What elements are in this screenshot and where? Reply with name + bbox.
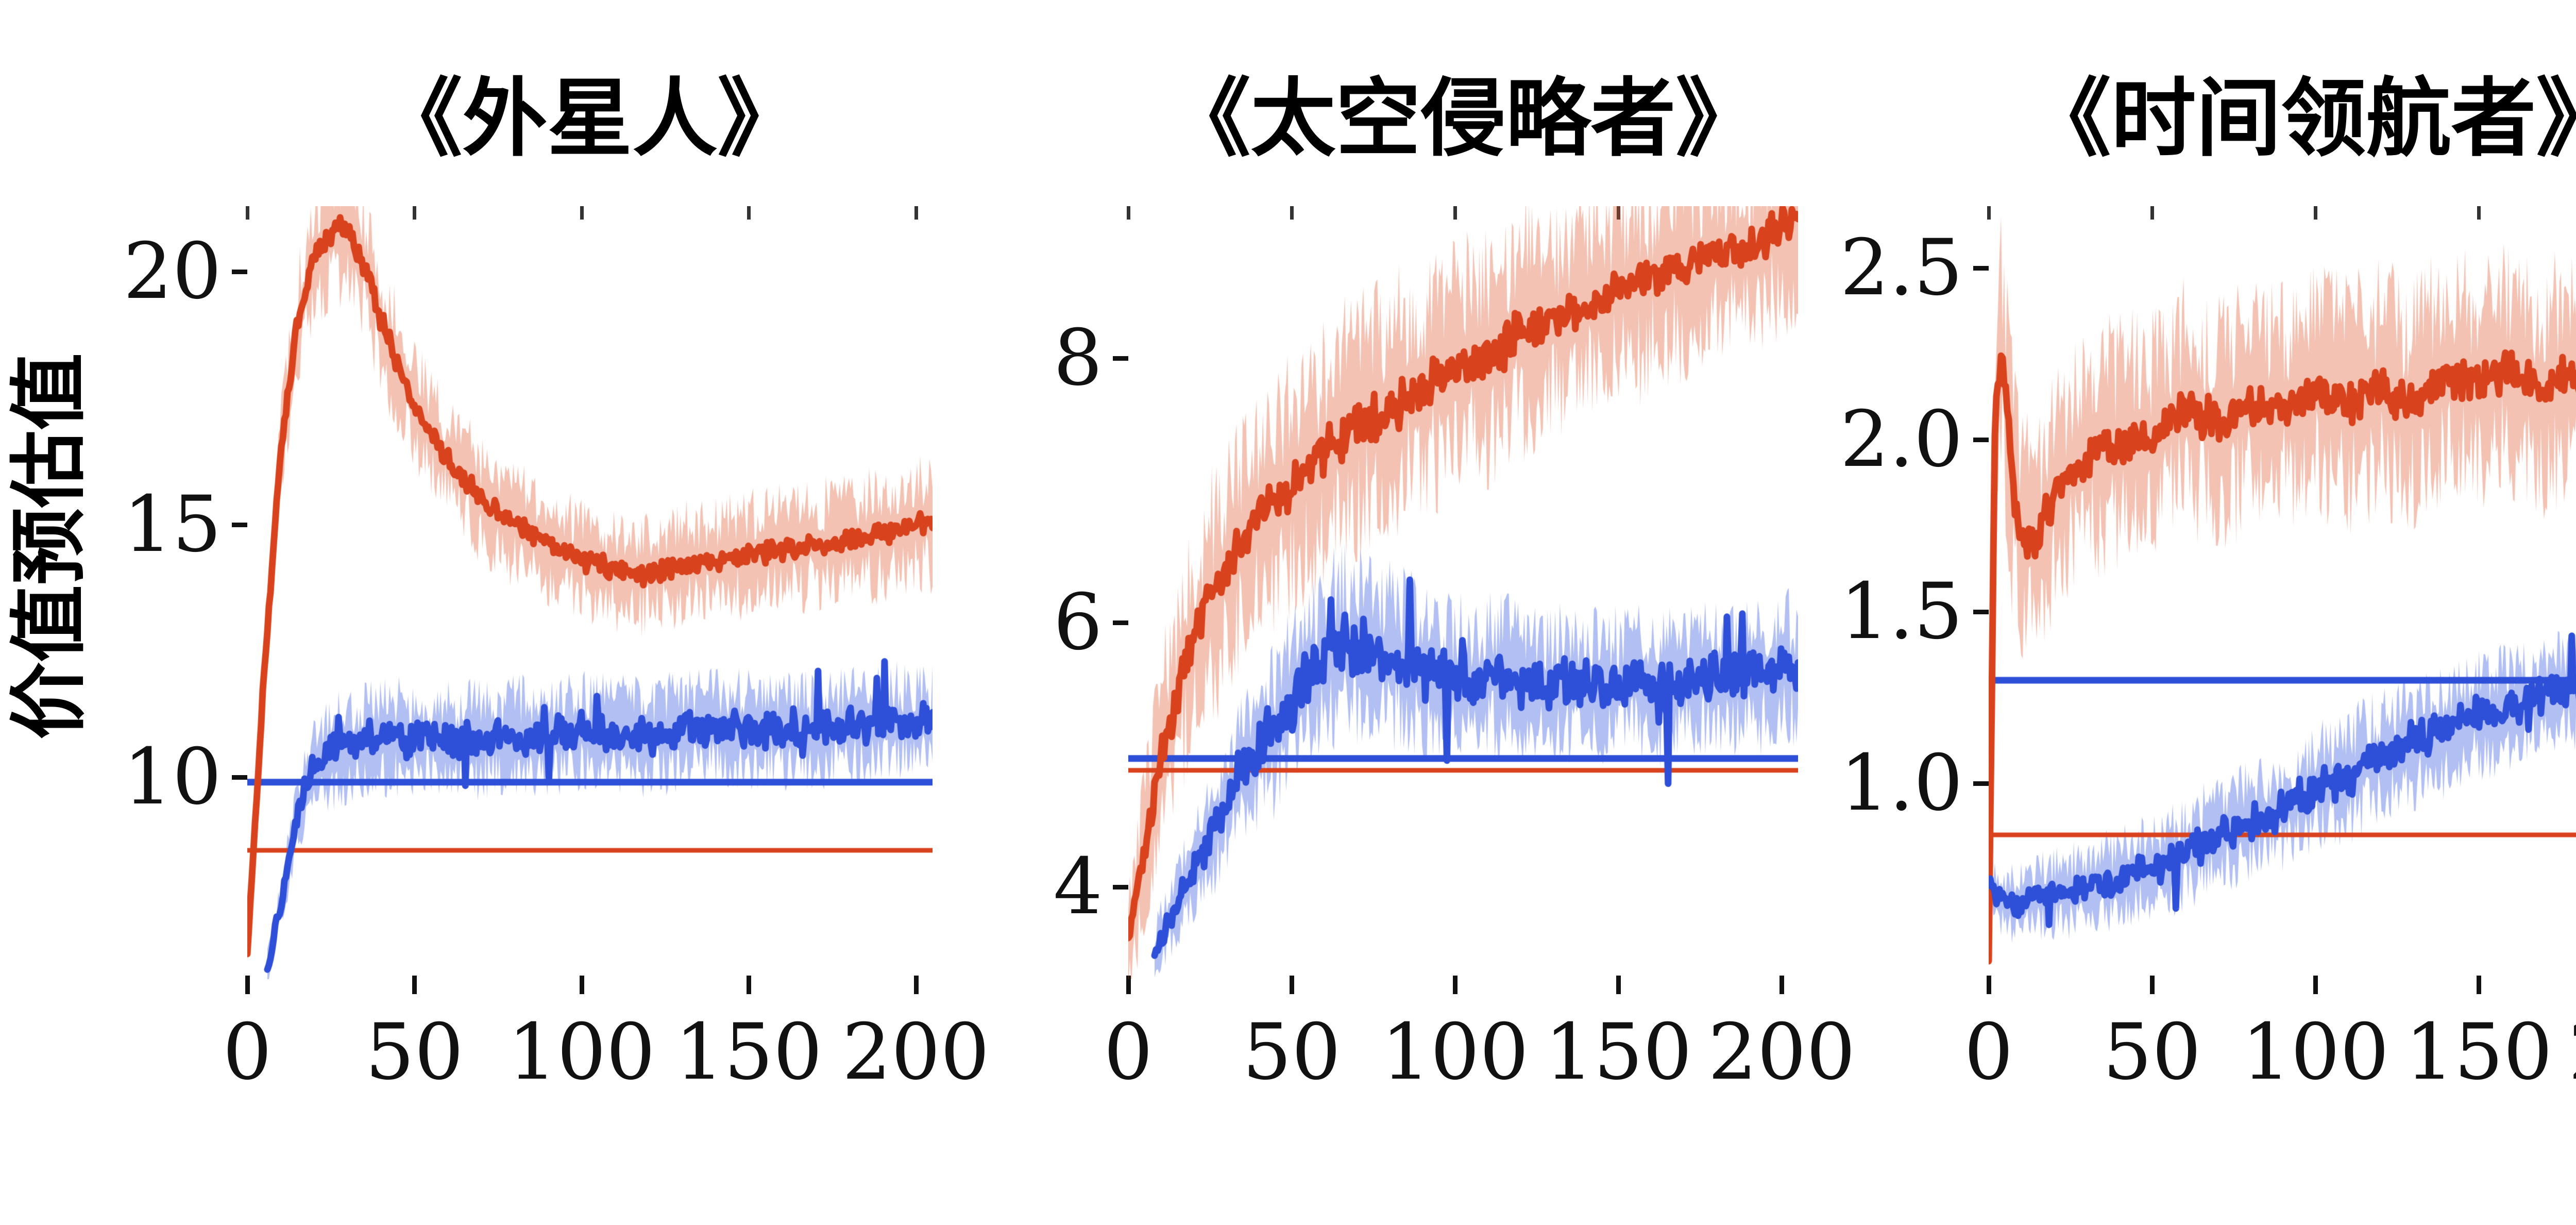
y-tick-label: 2.5 [1840,223,1963,313]
plot-canvas-2 [1989,206,2576,979]
plot-canvas-0 [247,206,933,979]
x-tick-mark [1780,976,1785,994]
y-tick-label: 1.5 [1840,566,1963,657]
y-tick-mark [232,775,247,780]
x-tick-mark [1126,976,1131,994]
y-tick-mark [1973,609,1989,614]
x-tick-mark [2150,976,2155,994]
x-tick-mark [579,976,584,994]
y-tick-mark [1973,266,1989,271]
y-tick-mark [1973,438,1989,443]
x-tick-mark [1616,976,1621,994]
x-tick-label: 150 [1545,1008,1692,1097]
x-tick-label: 200 [842,1008,990,1097]
x-tick-label: 200 [2539,1006,2576,1099]
x-tick-mark [1453,976,1458,994]
y-tick-label: 2.0 [1840,395,1963,485]
x-tick-mark [2477,976,2482,994]
y-tick-label: 1.0 [1840,739,1963,828]
y-tick-mark [232,522,247,527]
y-tick-mark [1113,884,1128,890]
x-tick-label: 0 [223,1008,272,1097]
panel-title: 《外星人》 [377,71,803,166]
x-tick-mark [245,976,250,994]
x-tick-label: 50 [1242,1008,1341,1097]
y-tick-label: 20 [123,227,222,317]
x-tick-label: 150 [2405,1008,2553,1097]
x-tick-label: 0 [1104,1008,1153,1097]
y-tick-label: 4 [1053,842,1103,932]
x-tick-label: 100 [507,1008,655,1097]
y-tick-label: 10 [123,732,222,822]
x-tick-mark [747,976,752,994]
x-tick-label: 0 [1964,1008,2013,1097]
x-tick-mark [913,976,919,994]
y-tick-mark [1973,781,1989,786]
x-tick-label: 150 [675,1008,823,1097]
y-tick-label: 6 [1053,577,1103,667]
panel-title: 《时间领航者》 [2026,71,2576,166]
x-tick-mark [412,976,417,994]
x-tick-mark [1987,976,1991,994]
x-tick-mark [1290,976,1295,994]
x-tick-label: 50 [2103,1008,2201,1097]
x-tick-label: 50 [365,1008,464,1097]
y-tick-label: 15 [123,479,222,569]
y-tick-mark [1113,356,1128,361]
y-tick-mark [232,270,247,275]
x-tick-label: 100 [1381,1008,1529,1097]
y-tick-mark [1113,620,1128,625]
panel-title: 《太空侵略者》 [1165,71,1761,166]
x-tick-mark [2313,976,2318,994]
plot-canvas-1 [1128,206,1798,979]
x-tick-label: 200 [1708,1008,1856,1097]
x-tick-label: 100 [2241,1008,2389,1097]
y-tick-label: 8 [1053,313,1103,403]
